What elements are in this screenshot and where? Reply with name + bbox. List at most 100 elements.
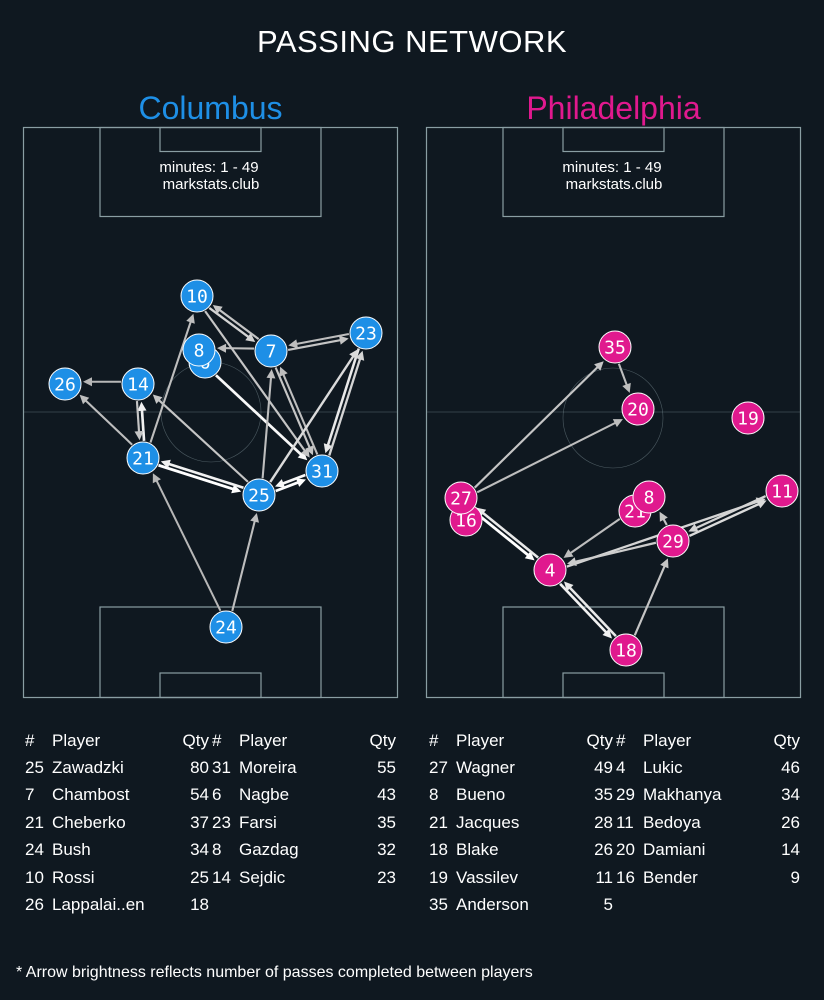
player-name: Farsi bbox=[239, 812, 277, 832]
table-header-row: # Player Qty bbox=[429, 727, 613, 754]
player-node-number: 31 bbox=[311, 462, 333, 483]
player-node-circle bbox=[621, 392, 655, 426]
columbus-player-table-2: # Player Qty 31 Moreira 55 6 Nagbe 43 23 Farsi 35 8 G… bbox=[212, 727, 396, 891]
arrow-head-25-to-21 bbox=[160, 459, 171, 469]
column-header: Player bbox=[456, 730, 505, 750]
player-node-circle bbox=[180, 279, 214, 313]
player-number: 24 bbox=[25, 840, 44, 860]
table-row: 10 Rossi 25 bbox=[25, 864, 209, 891]
top-goal-box bbox=[562, 126, 665, 153]
column-header: Player bbox=[239, 730, 288, 750]
column-header: Qty bbox=[586, 730, 613, 750]
player-node-circle bbox=[254, 334, 288, 368]
table-row: 6 Nagbe 43 bbox=[212, 782, 396, 809]
pass-arrow-25-to-14 bbox=[156, 397, 249, 483]
player-node-circle bbox=[444, 481, 478, 515]
pass-arrow-21-to-25 bbox=[158, 463, 236, 492]
pass-arrow-25-to-21 bbox=[166, 461, 244, 489]
player-number: 18 bbox=[429, 840, 448, 860]
arrow-head-7-to-10 bbox=[212, 305, 223, 314]
column-header: Qty bbox=[369, 730, 396, 750]
player-node-circle bbox=[48, 367, 82, 401]
player-number: 8 bbox=[429, 785, 439, 805]
pass-arrow-27-to-20 bbox=[476, 420, 619, 494]
pass-arrow-21-to-10 bbox=[149, 319, 193, 443]
arrow-head-23-to-31 bbox=[323, 443, 333, 454]
pass-qty: 35 bbox=[594, 785, 613, 805]
player-number: 20 bbox=[616, 840, 635, 860]
player-number: 11 bbox=[616, 812, 634, 832]
player-number: 16 bbox=[616, 867, 635, 887]
player-node-24: 24 bbox=[209, 610, 243, 644]
table-row: 8 Gazdag 32 bbox=[212, 837, 396, 864]
arrow-head-7-to-23 bbox=[339, 335, 349, 345]
arrow-head-31-to-25 bbox=[275, 479, 285, 488]
column-header: # bbox=[25, 730, 35, 750]
pass-qty: 37 bbox=[190, 812, 209, 832]
player-name: Gazdag bbox=[239, 840, 299, 860]
player-name: Moreira bbox=[239, 758, 297, 778]
arrow-head-11-to-29 bbox=[688, 523, 699, 532]
table-row: 35 Anderson 5 bbox=[429, 891, 613, 918]
player-number: 25 bbox=[25, 758, 44, 778]
column-header: Player bbox=[52, 730, 101, 750]
arrow-head-21-to-4 bbox=[563, 549, 574, 558]
player-node-number: 8 bbox=[644, 488, 655, 509]
player-node-number: 14 bbox=[127, 375, 149, 396]
arrow-head-31-to-7 bbox=[279, 366, 288, 377]
page-title: PASSING NETWORK bbox=[256, 24, 568, 59]
bottom-goal-box bbox=[562, 672, 665, 699]
player-name: Chambost bbox=[52, 785, 130, 805]
player-node-circle bbox=[598, 330, 632, 364]
player-name: Lukic bbox=[643, 758, 683, 778]
player-name: Cheberko bbox=[52, 812, 126, 832]
pass-qty: 46 bbox=[781, 758, 800, 778]
pass-arrow-21-to-26 bbox=[83, 398, 133, 446]
pass-arrow-24-to-25 bbox=[231, 518, 257, 612]
columbus-player-table-1: # Player Qty 25 Zawadzki 80 7 Chambost 54 21 Chebe… bbox=[25, 727, 209, 919]
player-node-number: 29 bbox=[662, 532, 684, 553]
player-name: Bender bbox=[643, 867, 698, 887]
player-node-circle bbox=[349, 316, 383, 350]
arrow-head-27-to-4 bbox=[524, 551, 535, 561]
pass-qty: 55 bbox=[377, 758, 396, 778]
table-row: 4 Lukic 46 bbox=[616, 754, 800, 781]
player-name: Zawadzki bbox=[52, 758, 124, 778]
player-number: 10 bbox=[25, 867, 44, 887]
pass-qty: 43 bbox=[377, 785, 396, 805]
player-node-number: 19 bbox=[737, 409, 759, 430]
credit-label: markstats.club bbox=[566, 176, 663, 193]
player-number: 21 bbox=[429, 812, 448, 832]
footnote: * Arrow brightness reflects number of pa… bbox=[16, 964, 533, 981]
player-name: Wagner bbox=[456, 758, 515, 778]
player-node-circle bbox=[305, 454, 339, 488]
pass-qty: 35 bbox=[377, 812, 396, 832]
player-node-number: 24 bbox=[215, 618, 237, 639]
player-name: Bueno bbox=[456, 785, 506, 805]
pass-qty: 9 bbox=[790, 867, 800, 887]
player-node-number: 25 bbox=[248, 486, 270, 507]
arrow-head-14-to-26 bbox=[83, 377, 92, 387]
player-name: Nagbe bbox=[239, 785, 290, 805]
table-row: 24 Bush 34 bbox=[25, 837, 209, 864]
player-number: 21 bbox=[25, 812, 44, 832]
pass-arrow-10-to-7 bbox=[208, 306, 252, 340]
philadelphia-player-table-1: # Player Qty 27 Wagner 49 8 Bueno 35 21 Jacques 28 1… bbox=[429, 727, 613, 919]
pass-qty: 49 bbox=[594, 758, 613, 778]
player-node-26: 26 bbox=[48, 367, 82, 401]
table-header-row: # Player Qty bbox=[25, 727, 209, 754]
pass-arrow-23-to-7 bbox=[293, 332, 350, 346]
pass-qty: 34 bbox=[190, 840, 209, 860]
arrow-head-6-to-31 bbox=[297, 450, 308, 461]
column-header: # bbox=[429, 730, 439, 750]
player-name: Bush bbox=[52, 840, 91, 860]
player-node-number: 8 bbox=[194, 341, 205, 362]
pitch-columbus: minutes: 1 - 49 markstats.club 106872326… bbox=[22, 126, 399, 699]
pass-qty: 5 bbox=[603, 895, 613, 915]
arrow-head-25-to-23 bbox=[349, 349, 358, 360]
player-node-20: 20 bbox=[621, 392, 655, 426]
player-number: 6 bbox=[212, 785, 222, 805]
arrow-head-29-to-8 bbox=[659, 511, 668, 522]
pass-qty: 26 bbox=[594, 840, 613, 860]
